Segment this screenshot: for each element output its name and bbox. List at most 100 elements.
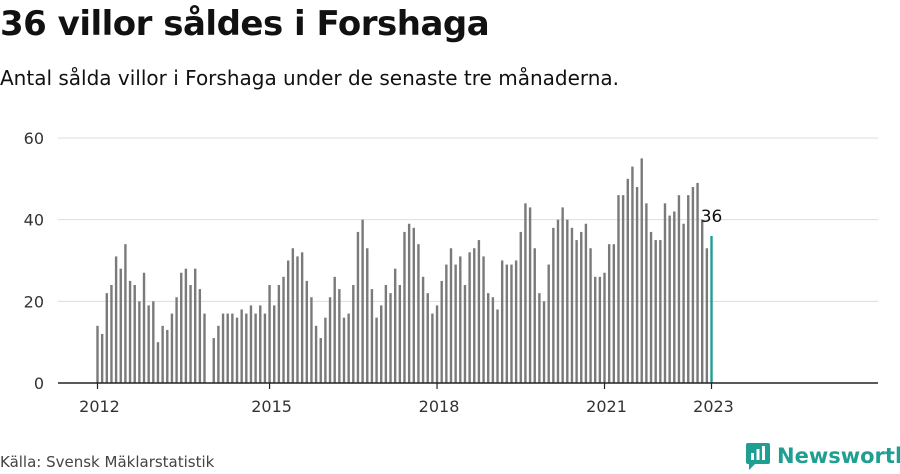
bar bbox=[431, 313, 434, 383]
bar bbox=[389, 293, 392, 383]
bar bbox=[124, 244, 127, 383]
bar bbox=[701, 219, 704, 383]
bar bbox=[393, 268, 397, 383]
bar bbox=[161, 325, 164, 383]
bar bbox=[524, 203, 527, 383]
bar bbox=[128, 280, 132, 383]
bar bbox=[538, 293, 541, 383]
bar bbox=[612, 244, 616, 383]
bar bbox=[533, 248, 536, 383]
bar bbox=[231, 313, 234, 383]
bar bbox=[110, 285, 113, 383]
bar bbox=[296, 256, 299, 383]
bar bbox=[119, 268, 122, 383]
bar bbox=[412, 227, 415, 383]
bar bbox=[310, 297, 313, 383]
bar bbox=[445, 264, 448, 383]
bar bbox=[175, 297, 178, 383]
bar bbox=[682, 223, 685, 383]
bar bbox=[487, 293, 490, 383]
bar bbox=[156, 342, 160, 383]
bar bbox=[561, 207, 564, 383]
source-note: Källa: Svensk Mäklarstatistik bbox=[0, 453, 215, 471]
bar bbox=[705, 248, 709, 383]
bar bbox=[687, 195, 690, 383]
bar bbox=[217, 325, 220, 383]
bar bbox=[403, 231, 406, 383]
brand-name: Newsworthy bbox=[777, 444, 900, 468]
bar bbox=[584, 223, 588, 383]
bar bbox=[277, 285, 281, 383]
bar bbox=[514, 260, 518, 383]
bar bbox=[407, 223, 411, 383]
bar bbox=[324, 317, 327, 383]
bar bbox=[617, 195, 620, 383]
bar bbox=[542, 301, 546, 383]
bar bbox=[291, 248, 295, 383]
bar bbox=[147, 305, 150, 383]
bar bbox=[500, 260, 504, 383]
bar bbox=[384, 285, 388, 383]
bar bbox=[454, 264, 457, 383]
bar bbox=[361, 219, 364, 383]
bar bbox=[370, 289, 374, 383]
bar bbox=[449, 248, 453, 383]
bar bbox=[677, 195, 681, 383]
bar bbox=[240, 309, 243, 383]
y-tick-label: 0 bbox=[34, 374, 44, 393]
bar bbox=[482, 256, 485, 383]
bar bbox=[505, 264, 509, 383]
bar bbox=[263, 313, 267, 383]
bar bbox=[691, 187, 695, 383]
bar bbox=[696, 182, 699, 383]
bar bbox=[198, 289, 202, 383]
bar bbox=[249, 305, 253, 383]
bar bbox=[607, 244, 611, 383]
bar bbox=[417, 244, 420, 383]
bar bbox=[380, 305, 383, 383]
bar bbox=[626, 178, 629, 383]
bar bbox=[347, 313, 350, 383]
bar bbox=[100, 334, 104, 383]
last-value-label: 36 bbox=[701, 207, 723, 227]
bar bbox=[440, 280, 443, 383]
bar bbox=[598, 276, 602, 383]
bar bbox=[245, 313, 248, 383]
bar bbox=[463, 285, 467, 383]
bar bbox=[254, 313, 257, 383]
bar bbox=[645, 203, 648, 383]
bar bbox=[305, 280, 308, 383]
bar bbox=[649, 231, 653, 383]
bar bbox=[314, 325, 318, 383]
bar bbox=[468, 252, 471, 383]
bar bbox=[286, 260, 290, 383]
bar bbox=[212, 338, 215, 383]
y-tick-label: 20 bbox=[24, 292, 44, 311]
x-tick-label: 2021 bbox=[586, 397, 627, 416]
bar bbox=[96, 325, 99, 383]
bar bbox=[152, 301, 155, 383]
bar bbox=[510, 264, 513, 383]
bar bbox=[519, 231, 522, 383]
y-tick-label: 40 bbox=[24, 211, 44, 230]
bar bbox=[105, 293, 109, 383]
chart-title: 36 villor såldes i Forshaga bbox=[0, 4, 490, 44]
bar bbox=[273, 305, 276, 383]
bar bbox=[356, 231, 360, 383]
brand-logo[interactable]: Newsworthy bbox=[745, 441, 900, 471]
bar bbox=[333, 276, 336, 383]
bar bbox=[166, 329, 169, 383]
bar bbox=[570, 227, 574, 383]
x-tick-label: 2012 bbox=[79, 397, 120, 416]
bar bbox=[589, 248, 592, 383]
bar bbox=[193, 268, 197, 383]
bar bbox=[659, 240, 662, 383]
newsworthy-logo-icon bbox=[746, 443, 770, 470]
bar bbox=[673, 211, 676, 383]
bar bbox=[496, 309, 499, 383]
bar bbox=[635, 187, 639, 383]
bar bbox=[138, 301, 141, 383]
bar bbox=[375, 317, 378, 383]
bar bbox=[221, 313, 225, 383]
